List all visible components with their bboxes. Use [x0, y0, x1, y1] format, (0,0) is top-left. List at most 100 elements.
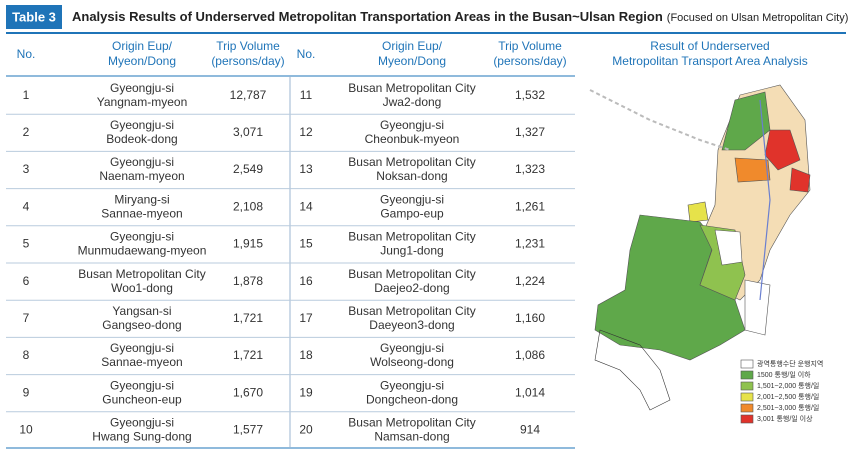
- origin: Busan Metropolitan City: [348, 416, 475, 430]
- row-number: 11: [300, 88, 313, 102]
- origin: Sannae-myeon: [101, 355, 182, 369]
- origin: Gampo-eup: [380, 206, 444, 220]
- origin: Busan Metropolitan City: [348, 304, 475, 318]
- origin: Gangseo-dong: [102, 318, 181, 332]
- column-header: Trip Volume: [498, 39, 562, 53]
- column-header: No.: [17, 47, 36, 61]
- legend-label: 3,001 통행/일 이상: [757, 414, 813, 423]
- row-number: 13: [299, 162, 313, 176]
- trip-volume: 1,231: [515, 237, 545, 251]
- trip-volume: 1,532: [515, 88, 545, 102]
- trip-volume: 1,160: [515, 311, 545, 325]
- row-number: 5: [23, 237, 30, 251]
- origin: Gyeongju-si: [110, 118, 174, 132]
- origin: Yangsan-si: [112, 304, 171, 318]
- row-number: 17: [299, 311, 313, 325]
- trip-volume: 1,323: [515, 162, 545, 176]
- row-number: 8: [23, 348, 30, 362]
- origin: Hwang Sung-dong: [92, 430, 191, 444]
- origin: Gyeongju-si: [380, 378, 444, 392]
- origin: Daejeo2-dong: [374, 281, 449, 295]
- trip-volume: 1,086: [515, 348, 545, 362]
- origin: Gyeongju-si: [110, 378, 174, 392]
- trip-volume: 1,721: [233, 311, 263, 325]
- column-header: Origin Eup/: [382, 39, 443, 53]
- origin: Gyeongju-si: [380, 118, 444, 132]
- row-number: 20: [299, 423, 313, 437]
- row-number: 14: [299, 199, 313, 213]
- origin: Busan Metropolitan City: [348, 81, 475, 95]
- row-number: 4: [23, 199, 30, 213]
- origin: Woo1-dong: [111, 281, 173, 295]
- origin: Gyeongju-si: [110, 416, 174, 430]
- origin: Gyeongju-si: [110, 81, 174, 95]
- row-number: 7: [23, 311, 30, 325]
- map: [589, 84, 811, 411]
- label-box: [6, 5, 62, 29]
- legend-label: 2,001~2,500 통행/일: [757, 392, 819, 401]
- trip-volume: 2,549: [233, 162, 263, 176]
- subtitle: (Focused on Ulsan Metropolitan City): [667, 12, 849, 24]
- row-number: 1: [23, 88, 30, 102]
- origin: Wolseong-dong: [370, 355, 454, 369]
- origin: Busan Metropolitan City: [348, 230, 475, 244]
- column-header: Myeon/Dong: [378, 54, 446, 68]
- legend-label: 2,501~3,000 통행/일: [757, 403, 819, 412]
- legend-label: 광역통행수단 운행지역: [757, 359, 823, 368]
- origin: Sannae-myeon: [101, 206, 182, 220]
- trip-volume: 1,261: [515, 199, 545, 213]
- trip-volume: 1,224: [515, 274, 545, 288]
- trip-volume: 914: [520, 423, 540, 437]
- origin: Namsan-dong: [374, 430, 449, 444]
- origin: Guncheon-eup: [102, 392, 182, 406]
- row-number: 9: [23, 385, 30, 399]
- legend-swatch: [740, 381, 754, 391]
- trip-volume: 3,071: [233, 125, 263, 139]
- trip-volume: 1,670: [233, 385, 263, 399]
- title: Analysis Results of Underserved Metropol…: [72, 9, 663, 24]
- origin: Dongcheon-dong: [366, 392, 458, 406]
- trip-volume: 2,108: [233, 199, 263, 213]
- legend-swatch: [740, 403, 754, 413]
- map-title: Result of Underserved: [650, 39, 769, 53]
- origin: Gyeongju-si: [380, 192, 444, 206]
- legend-swatch: [740, 392, 754, 402]
- origin: Gyeongju-si: [110, 341, 174, 355]
- origin: Busan Metropolitan City: [78, 267, 205, 281]
- row-number: 10: [19, 423, 33, 437]
- column-header: Origin Eup/: [112, 39, 173, 53]
- origin: Miryang-si: [114, 192, 169, 206]
- row-number: 2: [23, 125, 30, 139]
- origin: Gyeongju-si: [110, 230, 174, 244]
- legend-swatch: [740, 359, 754, 369]
- origin: Yangnam-myeon: [97, 95, 188, 109]
- row-number: 3: [23, 162, 30, 176]
- trip-volume: 1,014: [515, 385, 545, 399]
- trip-volume: 1,721: [233, 348, 263, 362]
- origin: Noksan-dong: [376, 169, 447, 183]
- legend-swatch: [740, 370, 754, 380]
- origin: Gyeongju-si: [380, 341, 444, 355]
- trip-volume: 1,327: [515, 125, 545, 139]
- origin: Daeyeon3-dong: [369, 318, 454, 332]
- row-number: 16: [299, 274, 313, 288]
- legend-swatch: [740, 414, 754, 424]
- trip-volume: 1,577: [233, 423, 263, 437]
- origin: Busan Metropolitan City: [348, 155, 475, 169]
- origin: Cheonbuk-myeon: [365, 132, 460, 146]
- row-number: 6: [23, 274, 30, 288]
- origin: Bodeok-dong: [106, 132, 177, 146]
- origin: Jwa2-dong: [383, 95, 442, 109]
- origin: Naenam-myeon: [99, 169, 184, 183]
- column-header: (persons/day): [493, 54, 566, 68]
- origin: Gyeongju-si: [110, 155, 174, 169]
- origin: Jung1-dong: [380, 244, 443, 258]
- column-header: Trip Volume: [216, 39, 280, 53]
- row-number: 19: [299, 385, 313, 399]
- table-label: Table 3: [12, 9, 56, 24]
- row-number: 18: [299, 348, 313, 362]
- map-title: Metropolitan Transport Area Analysis: [612, 54, 807, 68]
- table-title: Analysis Results of Underserved Metropol…: [72, 9, 848, 24]
- legend-label: 1,501~2,000 통행/일: [757, 381, 819, 390]
